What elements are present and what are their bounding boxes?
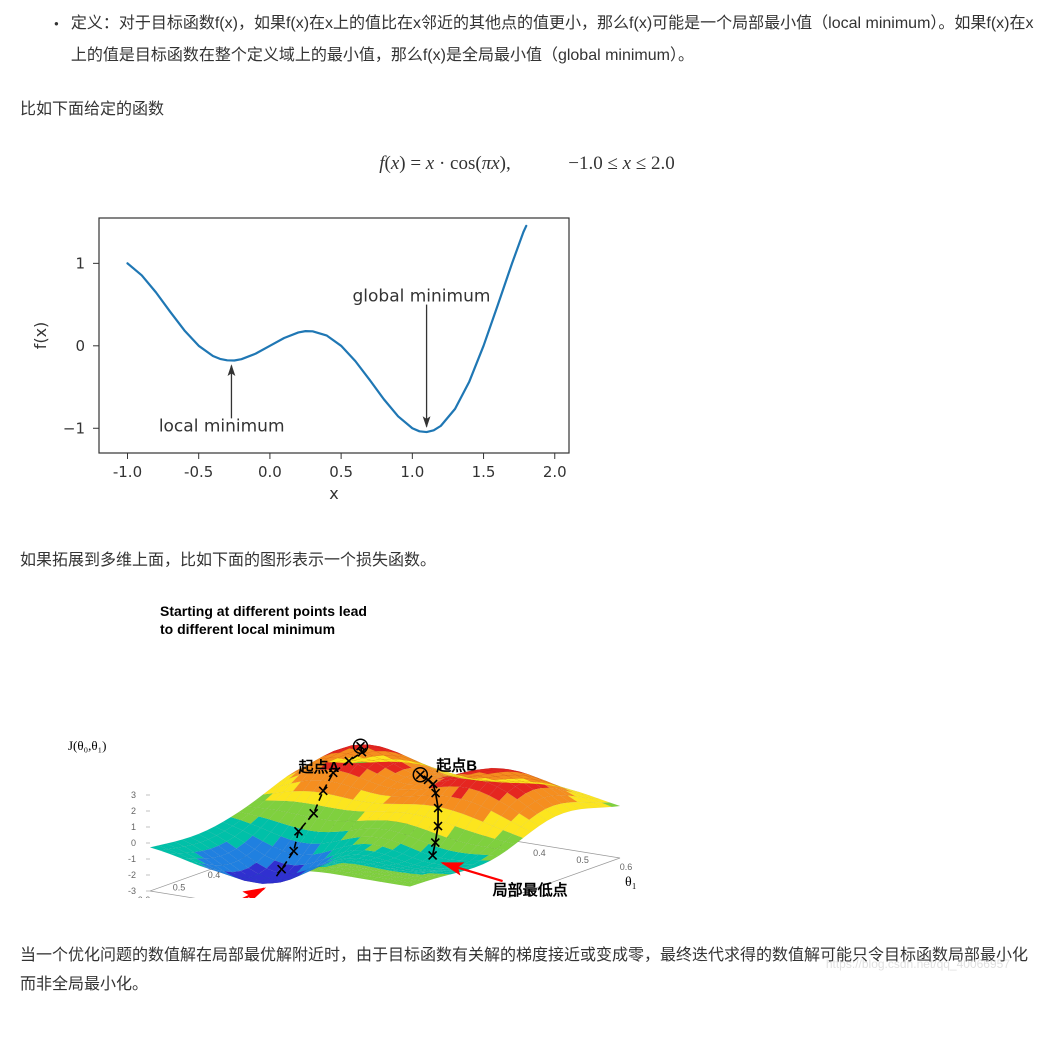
svg-text:1.5: 1.5 xyxy=(472,463,496,481)
svg-text:3: 3 xyxy=(131,790,136,800)
svg-text:Starting at different points l: Starting at different points lead xyxy=(160,603,367,619)
watermark: https://blog.csdn.net/qq_40066957 xyxy=(826,954,1010,976)
svg-text:global minimum: global minimum xyxy=(353,286,491,306)
svg-text:起点B: 起点B xyxy=(435,757,477,774)
svg-text:local minimum: local minimum xyxy=(159,417,285,437)
svg-text:-1.0: -1.0 xyxy=(113,463,142,481)
svg-text:x: x xyxy=(329,484,338,503)
svg-text:局部最低点: 局部最低点 xyxy=(492,881,568,898)
definition-text: 定义：对于目标函数f(x)，如果f(x)在x上的值比在x邻近的其他点的值更小，那… xyxy=(71,8,1034,72)
svg-text:J(θ₀,θ₁): J(θ₀,θ₁) xyxy=(68,738,107,753)
para-final: 当一个优化问题的数值解在局部最优解附近时，由于目标函数有关解的梯度接近或变成零，… xyxy=(20,942,1034,1000)
para-before-formula: 比如下面给定的函数 xyxy=(20,96,1034,125)
formula: f(x) = x · cos(πx), −1.0 ≤ x ≤ 2.0 xyxy=(20,147,1034,181)
svg-text:0.4: 0.4 xyxy=(533,848,546,858)
svg-text:0: 0 xyxy=(131,838,136,848)
svg-text:-1: -1 xyxy=(128,854,136,864)
svg-text:0.0: 0.0 xyxy=(258,463,282,481)
bullet-icon: ● xyxy=(54,8,59,72)
svg-text:1.0: 1.0 xyxy=(400,463,424,481)
svg-text:2.0: 2.0 xyxy=(543,463,567,481)
svg-text:-3: -3 xyxy=(128,886,136,896)
svg-text:−1: −1 xyxy=(63,419,85,437)
svg-text:0.6: 0.6 xyxy=(620,862,633,872)
svg-text:-2: -2 xyxy=(128,870,136,880)
svg-text:0.6: 0.6 xyxy=(138,895,151,898)
svg-text:-0.5: -0.5 xyxy=(184,463,213,481)
svg-text:2: 2 xyxy=(131,806,136,816)
chart-2d-svg: -1.0 -0.5 0.0 0.5 1.0 1.5 2.0 −1 0 1 x f(x) local mi… xyxy=(24,203,584,508)
para-after-chart: 如果拓展到多维上面，比如下面的图形表示一个损失函数。 xyxy=(20,547,1034,576)
svg-text:0.5: 0.5 xyxy=(576,855,589,865)
svg-text:起点A: 起点A xyxy=(298,758,340,775)
svg-text:0.5: 0.5 xyxy=(173,882,186,892)
svg-text:θ₁: θ₁ xyxy=(625,875,637,890)
svg-text:0.5: 0.5 xyxy=(329,463,353,481)
svg-text:0: 0 xyxy=(75,337,85,355)
svg-text:to different local minimum: to different local minimum xyxy=(160,621,335,637)
definition-block: ● 定义：对于目标函数f(x)，如果f(x)在x上的值比在x邻近的其他点的值更小… xyxy=(54,8,1034,72)
svg-text:1: 1 xyxy=(131,822,136,832)
svg-text:f(x): f(x) xyxy=(31,322,50,350)
surface-3d: Starting at different points lead to diff… xyxy=(60,598,1034,909)
surface-3d-svg: Starting at different points lead to diff… xyxy=(60,598,680,898)
svg-text:1: 1 xyxy=(75,254,85,272)
chart-2d: -1.0 -0.5 0.0 0.5 1.0 1.5 2.0 −1 0 1 x f(x) local mi… xyxy=(24,203,1034,519)
